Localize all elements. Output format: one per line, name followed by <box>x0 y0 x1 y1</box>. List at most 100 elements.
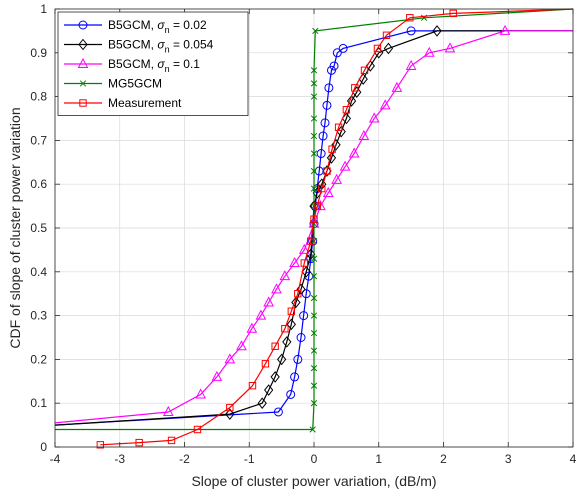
legend-label: MG5GCM <box>108 77 162 91</box>
data-point <box>310 115 318 122</box>
data-point <box>298 243 310 254</box>
data-point <box>310 215 318 223</box>
x-tick-label: -2 <box>179 452 190 466</box>
data-point <box>382 31 391 39</box>
ticks <box>54 8 574 448</box>
data-point <box>449 9 457 18</box>
data-point <box>248 381 257 390</box>
data-point <box>444 42 456 53</box>
legend-label: B5GCM, σn = 0.1 <box>108 57 200 74</box>
y-tick-label: 0 <box>40 440 47 454</box>
data-point <box>279 270 291 281</box>
y-tick-label: 0.5 <box>30 221 47 235</box>
data-point <box>310 93 318 100</box>
data-point <box>313 202 321 210</box>
series-line <box>54 30 573 424</box>
data-point <box>300 259 308 267</box>
legend-label: B5GCM, σn = 0.02 <box>108 18 207 35</box>
data-point <box>96 441 105 449</box>
legend-marker <box>78 20 88 30</box>
data-point <box>310 382 318 389</box>
y-axis-label: CDF of slope of cluster power variation <box>7 107 23 348</box>
x-axis-label: Slope of cluster power variation, (dB/m) <box>191 473 436 489</box>
data-point <box>338 43 348 53</box>
data-point <box>318 131 328 141</box>
data-point <box>318 184 326 193</box>
series-layer <box>54 8 574 449</box>
data-point <box>334 123 343 131</box>
y-tick-label: 0.2 <box>30 352 47 366</box>
data-point <box>195 388 207 399</box>
data-point <box>294 290 302 298</box>
data-point <box>286 389 296 399</box>
data-point <box>373 44 382 53</box>
data-point <box>299 311 309 321</box>
tick-labels: -4 -3 -2 -1 0 1 2 3 4 0 0.1 0.2 0.3 0.4 0.5 0.6 0.7 0.8 0.… <box>30 2 576 466</box>
data-point <box>348 147 360 158</box>
data-point <box>316 149 326 159</box>
legend-item: MG5GCM <box>64 77 162 91</box>
data-point <box>329 61 339 71</box>
series-3 <box>54 24 573 424</box>
data-point <box>406 26 416 36</box>
data-point <box>310 273 318 280</box>
x-tick-label: -4 <box>50 452 61 466</box>
data-point <box>342 106 351 114</box>
data-point <box>289 256 300 268</box>
data-point <box>310 132 318 140</box>
data-point <box>193 425 202 434</box>
data-point <box>310 365 318 372</box>
data-point <box>310 400 318 407</box>
data-point <box>301 265 311 278</box>
series-4 <box>55 8 574 433</box>
data-point <box>332 48 342 58</box>
data-point <box>261 360 270 368</box>
data-point <box>310 185 318 192</box>
data-point <box>310 167 318 175</box>
y-tick-label: 0.7 <box>30 133 47 147</box>
y-tick-label: 1 <box>40 2 47 16</box>
data-point <box>320 118 330 128</box>
data-point <box>310 294 318 302</box>
legend-item: B5GCM, σn = 0.02 <box>64 18 207 35</box>
data-point <box>309 426 316 433</box>
x-tick-label: -1 <box>244 452 255 466</box>
data-point <box>270 371 280 383</box>
data-point <box>167 436 176 445</box>
data-point <box>246 322 258 333</box>
data-point <box>383 42 394 55</box>
x-tick-label: 2 <box>440 452 447 466</box>
data-point <box>499 24 511 35</box>
data-point <box>312 27 319 35</box>
data-point <box>225 408 235 420</box>
legend-item: B5GCM, σn = 0.1 <box>64 57 200 74</box>
legend-label: Measurement <box>108 96 182 110</box>
legend-marker <box>78 38 88 51</box>
data-point <box>271 283 282 294</box>
data-point <box>310 255 318 262</box>
data-point <box>224 353 236 364</box>
legend-item: Measurement <box>64 96 182 110</box>
x-tick-label: 1 <box>375 452 382 466</box>
data-point <box>368 112 380 123</box>
data-point <box>326 152 337 164</box>
data-point <box>291 296 301 309</box>
data-point <box>296 333 306 342</box>
legend-marker <box>79 80 87 87</box>
data-point <box>432 25 442 37</box>
data-point <box>310 329 318 337</box>
data-point <box>307 237 315 245</box>
data-point <box>379 99 391 110</box>
data-point <box>310 67 318 74</box>
data-point <box>263 296 275 307</box>
y-tick-label: 0.3 <box>30 309 47 323</box>
data-point <box>391 81 403 92</box>
y-tick-label: 0.6 <box>30 177 47 191</box>
data-point <box>255 309 267 320</box>
data-point <box>323 167 331 175</box>
data-point <box>257 397 267 410</box>
data-point <box>406 14 414 22</box>
data-point <box>423 46 435 57</box>
data-point <box>322 165 332 177</box>
